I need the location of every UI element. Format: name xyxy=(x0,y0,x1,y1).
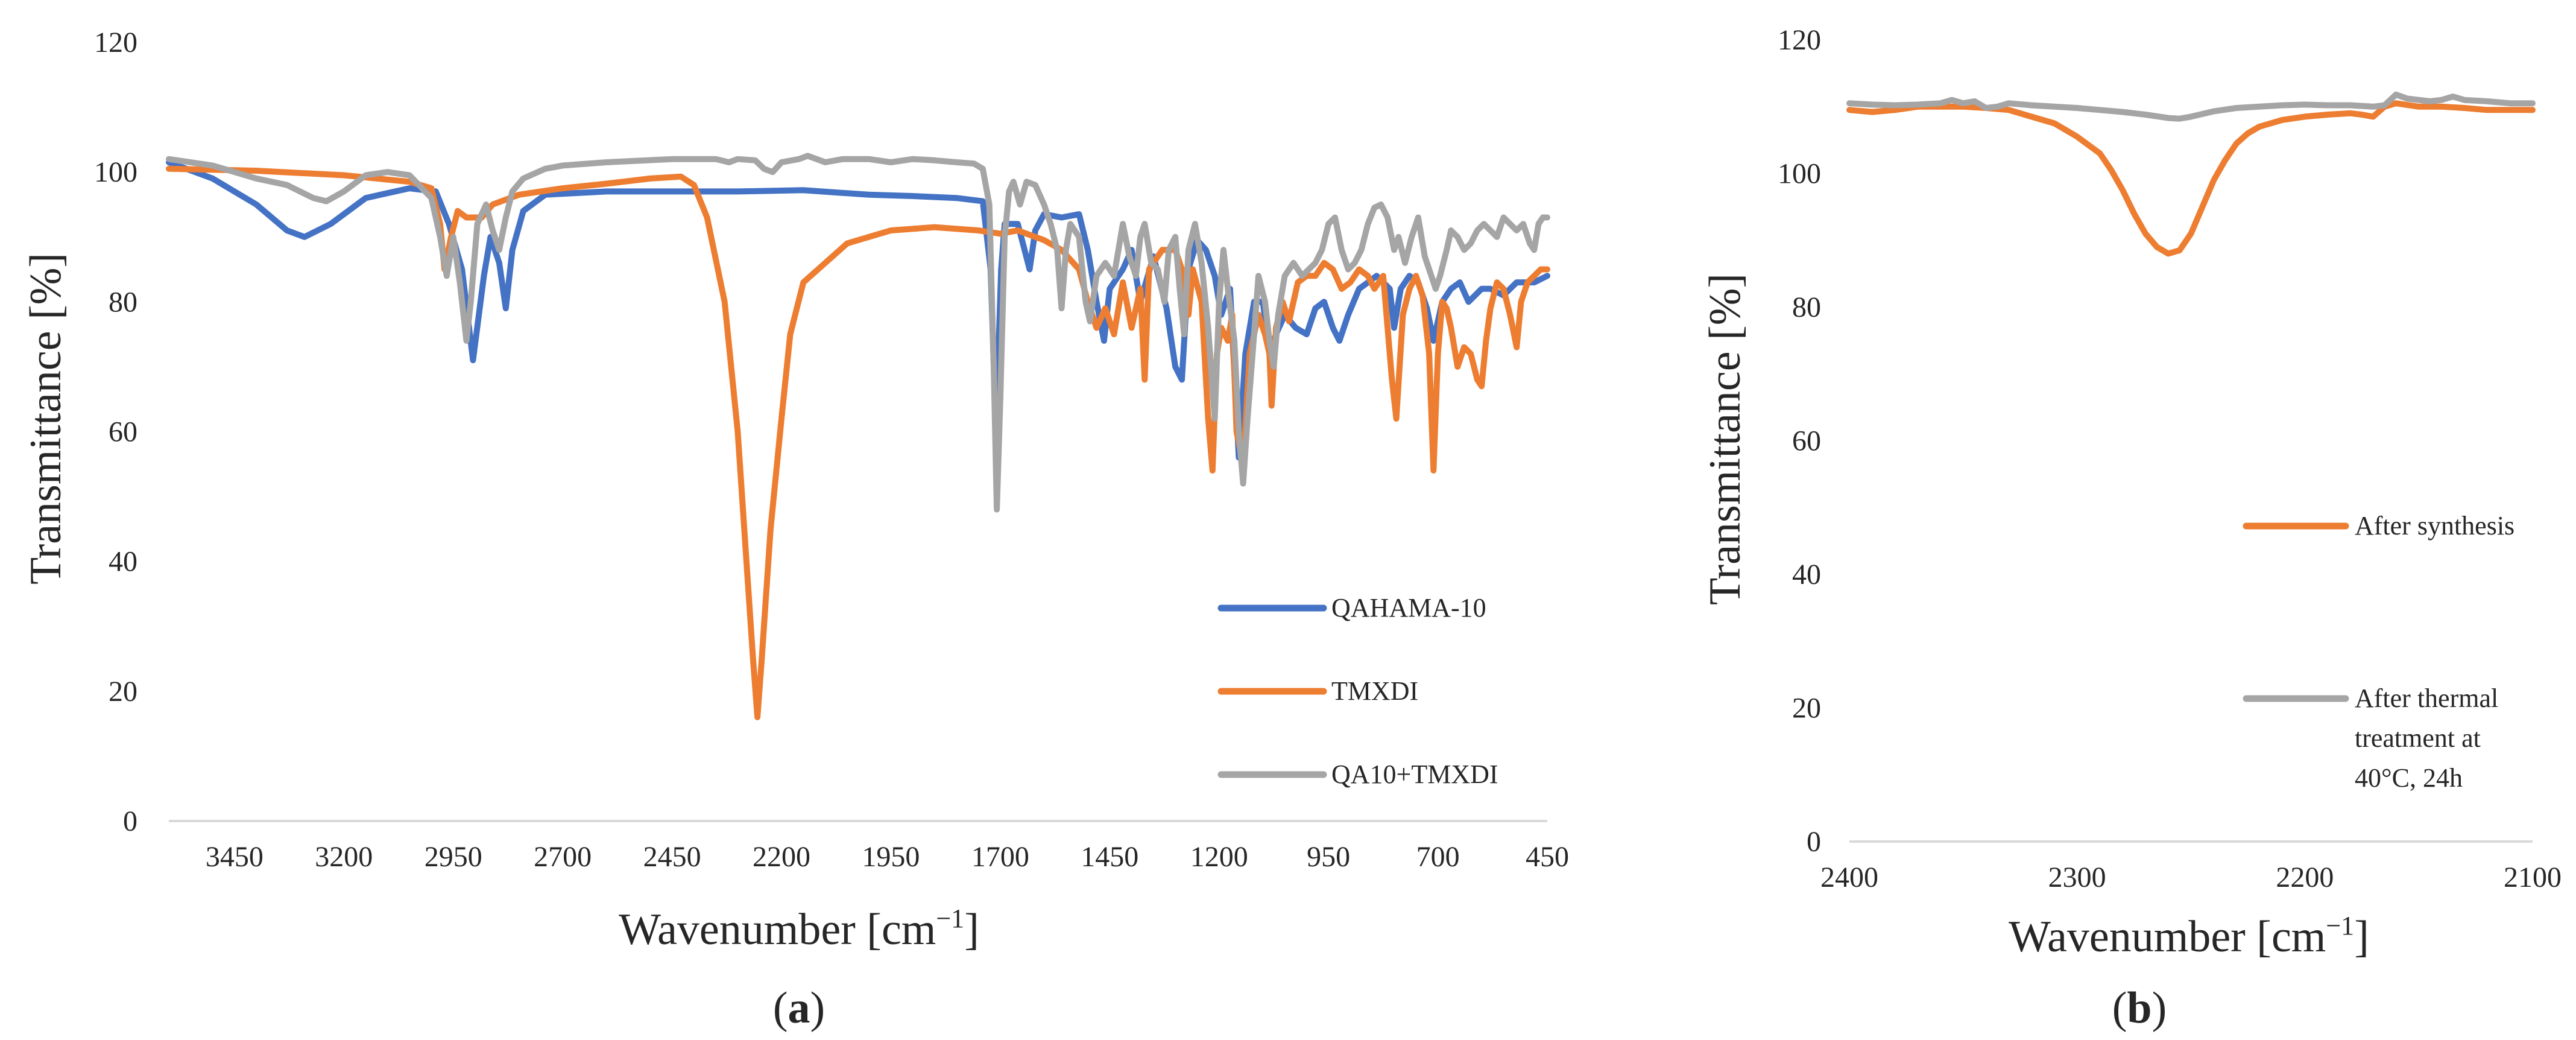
chart-b-x-ticks: 2400 2300 2200 2100 xyxy=(1820,861,2562,893)
series-line-qa10-tmxdi xyxy=(166,153,1550,513)
chart-b-y-tick-label-20: 20 xyxy=(1792,693,1821,725)
chart-b-legend: After synthesis After thermal treatment … xyxy=(2243,511,2514,793)
chart-a-panel-label: (a) xyxy=(773,983,825,1033)
legend-label-after-thermal-line-3: 40°C, 24h xyxy=(2355,763,2463,793)
chart-b-x-tick-label-2100: 2100 xyxy=(2504,861,2562,893)
legend-label-after-synthesis: After synthesis xyxy=(2355,511,2514,541)
chart-a-x-ticks: 3450 3200 2950 2700 2450 2200 1950 1700 1450 1200… xyxy=(206,841,1569,873)
chart-a-y-ticks: 0 20 40 60 80 100 120 xyxy=(94,27,137,837)
chart-a-y-tick-label-60: 60 xyxy=(109,416,137,448)
series-line-tmxdi xyxy=(166,165,1550,720)
chart-b-y-tick-label-60: 60 xyxy=(1792,425,1821,457)
chart-a-x-tick-label-1450: 1450 xyxy=(1081,841,1138,873)
series-line-after-synthesis xyxy=(1846,100,2536,257)
chart-a-panel-letter: a xyxy=(788,983,810,1033)
chart-a-x-tick-label-700: 700 xyxy=(1416,841,1460,873)
chart-b-y-ticks: 0 20 40 60 80 100 120 xyxy=(1778,24,1821,858)
chart-b-x-axis-title-main: Wavenumber [cm xyxy=(2009,912,2326,962)
series-line-after-thermal-treatment-at-40-c-24h xyxy=(1846,91,2536,122)
legend-label-qa10-tmxdi: QA10+TMXDI xyxy=(1331,759,1498,789)
chart-a-y-axis-title: Transmittance [%] xyxy=(21,253,71,585)
chart-b-y-tick-label-40: 40 xyxy=(1792,559,1821,591)
chart-a-x-tick-label-2700: 2700 xyxy=(534,841,592,873)
chart-b-y-tick-label-80: 80 xyxy=(1792,291,1821,323)
chart-a-x-tick-label-450: 450 xyxy=(1526,841,1569,873)
legend-label-after-thermal-line-1: After thermal xyxy=(2355,683,2498,713)
chart-b-x-tick-label-2300: 2300 xyxy=(2048,861,2106,893)
legend-label-tmxdi: TMXDI xyxy=(1331,676,1418,706)
chart-b-panel-label: (b) xyxy=(2112,983,2167,1033)
chart-a-legend: QAHAMA-10 TMXDI QA10+TMXDI xyxy=(1217,593,1498,789)
chart-b: 0 20 40 60 80 100 120 2400 2300 2200 2100 Transmi… xyxy=(1700,24,2562,1033)
chart-b-x-axis-title: Wavenumber [cm−1] xyxy=(2009,911,2369,962)
chart-a-x-tick-label-1700: 1700 xyxy=(971,841,1029,873)
chart-b-panel-letter: b xyxy=(2127,983,2151,1033)
chart-a-y-tick-label-100: 100 xyxy=(94,156,137,188)
chart-a-x-tick-label-2950: 2950 xyxy=(425,841,482,873)
chart-a-x-tick-label-3200: 3200 xyxy=(315,841,373,873)
series-line-qahama-10 xyxy=(166,159,1550,461)
chart-a-x-tick-label-2200: 2200 xyxy=(753,841,810,873)
chart-a-x-tick-label-2450: 2450 xyxy=(643,841,701,873)
legend-label-after-thermal-line-2: treatment at xyxy=(2355,723,2481,753)
chart-a-x-axis-title-superscript: −1 xyxy=(936,904,964,933)
chart-b-y-tick-label-100: 100 xyxy=(1778,158,1821,190)
chart-a-x-tick-label-1950: 1950 xyxy=(862,841,920,873)
chart-a: 0 20 40 60 80 100 120 3450 3200 2950 2700 2450 2200… xyxy=(21,27,1569,1033)
chart-a-x-tick-label-950: 950 xyxy=(1307,841,1350,873)
chart-b-series xyxy=(1846,91,2536,257)
chart-b-x-axis-title-end: ] xyxy=(2354,912,2369,962)
chart-a-y-tick-label-120: 120 xyxy=(94,27,137,59)
chart-b-x-tick-label-2400: 2400 xyxy=(1820,861,1878,893)
chart-b-y-tick-label-0: 0 xyxy=(1807,826,1821,858)
legend-label-qahama-10: QAHAMA-10 xyxy=(1331,593,1486,623)
chart-a-y-tick-label-0: 0 xyxy=(123,805,137,837)
chart-a-y-tick-label-80: 80 xyxy=(109,286,137,318)
chart-a-x-axis-title: Wavenumber [cm−1] xyxy=(619,904,979,954)
chart-a-x-tick-label-1200: 1200 xyxy=(1190,841,1248,873)
chart-a-y-tick-label-20: 20 xyxy=(109,676,137,708)
chart-a-y-tick-label-40: 40 xyxy=(109,546,137,578)
chart-b-x-tick-label-2200: 2200 xyxy=(2276,861,2334,893)
chart-a-x-axis-title-main: Wavenumber [cm xyxy=(619,905,936,954)
chart-b-x-axis-title-superscript: −1 xyxy=(2326,911,2354,940)
chart-b-y-axis-title: Transmittance [%] xyxy=(1700,273,1750,605)
chart-a-x-axis-title-end: ] xyxy=(964,905,979,954)
chart-b-y-tick-label-120: 120 xyxy=(1778,24,1821,56)
chart-a-x-tick-label-3450: 3450 xyxy=(206,841,264,873)
chart-a-series xyxy=(166,153,1550,720)
